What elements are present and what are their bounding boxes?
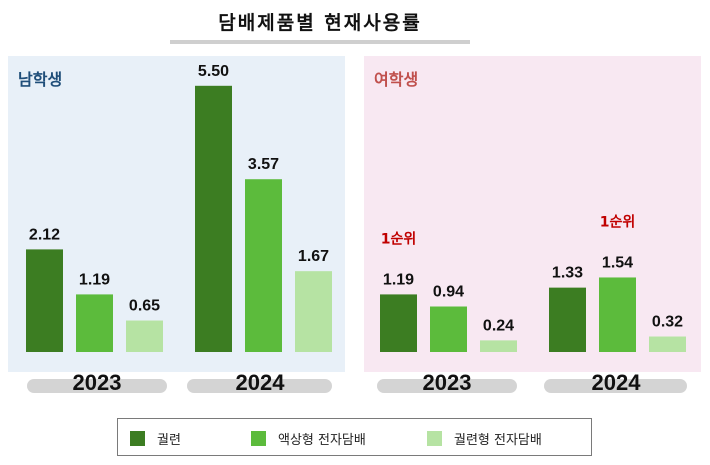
data-label: 1.33 xyxy=(552,265,583,282)
year-pill xyxy=(377,379,517,393)
male-panel-label: 남학생 xyxy=(18,70,63,89)
legend-item-cigarette: 궐련 xyxy=(130,428,181,448)
legend-swatch-cigarette xyxy=(130,430,145,446)
data-label: 1.54 xyxy=(602,254,633,271)
bar-female-2024-liquid xyxy=(599,277,636,352)
data-label: 1.19 xyxy=(383,271,414,288)
data-label: 2.12 xyxy=(29,226,60,243)
legend-swatch-heated xyxy=(427,430,442,446)
year-label-male-2023: 2023 xyxy=(72,370,122,395)
female-panel-label: 여학생 xyxy=(374,70,419,89)
legend-item-heated: 궐련형 전자담배 xyxy=(427,428,542,448)
bar-female-2024-heated xyxy=(649,336,686,352)
bar-male-2023-liquid xyxy=(76,294,113,352)
bar-male-2024-heated xyxy=(295,271,332,352)
data-label: 1.19 xyxy=(79,271,110,288)
year-pill xyxy=(544,379,687,393)
bar-female-2023-liquid xyxy=(430,306,467,352)
legend-label: 액상형 전자담배 xyxy=(278,432,366,448)
legend-label: 궐련형 전자담배 xyxy=(454,432,542,448)
data-label: 0.65 xyxy=(129,298,160,315)
year-pill xyxy=(27,379,167,393)
bar-female-2023-heated xyxy=(480,340,517,352)
bar-male-2024-cigarette xyxy=(195,85,232,353)
bar-female-2024-cigarette xyxy=(549,287,586,352)
title-underline xyxy=(170,40,470,44)
year-pill xyxy=(187,379,332,393)
chart-title-block: 담배제품별 현재사용률 xyxy=(170,6,470,46)
year-label-female-2023: 2023 xyxy=(422,370,472,395)
bar-male-2023-cigarette xyxy=(26,249,63,352)
legend: 궐련 액상형 전자담배 궐련형 전자담배 xyxy=(117,418,592,456)
bar-male-2024-liquid xyxy=(245,179,282,352)
female-panel: 여학생 xyxy=(364,56,701,372)
data-label: 5.50 xyxy=(198,63,229,80)
legend-label: 궐련 xyxy=(157,432,181,448)
year-label-male-2024: 2024 xyxy=(235,370,285,395)
rank-annotation: 1순위 xyxy=(381,231,417,247)
data-label: 0.94 xyxy=(433,284,464,301)
legend-item-liquid: 액상형 전자담배 xyxy=(251,428,366,448)
data-label: 0.24 xyxy=(483,317,514,334)
data-label: 1.67 xyxy=(298,248,329,265)
bar-male-2023-heated xyxy=(126,320,163,352)
rank-annotation: 1순위 xyxy=(600,214,636,230)
legend-swatch-liquid xyxy=(251,430,266,446)
data-label: 3.57 xyxy=(248,156,279,173)
data-label: 0.32 xyxy=(652,314,683,331)
year-label-female-2024: 2024 xyxy=(591,370,641,395)
male-panel: 남학생 xyxy=(8,56,345,372)
bar-female-2023-cigarette xyxy=(380,294,417,352)
chart-title: 담배제품별 현재사용률 xyxy=(218,12,422,34)
